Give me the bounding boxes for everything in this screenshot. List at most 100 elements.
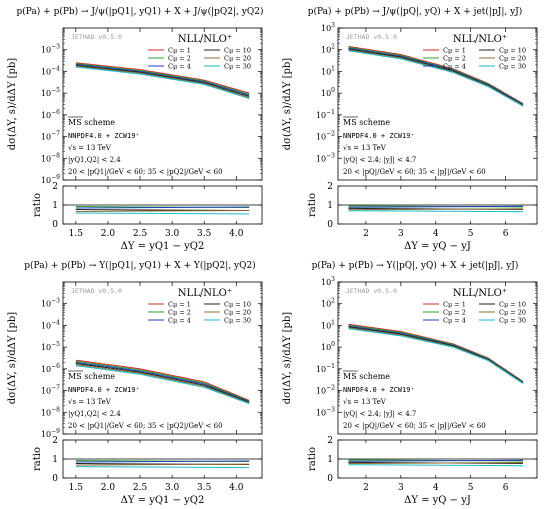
- legend-label-cmu-20: Cμ = 20: [224, 309, 251, 317]
- y-tick-label: 10−8: [41, 406, 60, 417]
- y-axis-label: dσ(ΔY, s)/dΔY [pb]: [282, 312, 293, 405]
- series-line-cmu-2: [75, 360, 250, 402]
- y-axis-label: dσ(ΔY, s)/dΔY [pb]: [7, 58, 18, 151]
- ratio-axis-label: ratio: [32, 193, 43, 217]
- legend-label-cmu-1: Cμ = 1: [168, 301, 191, 309]
- ratio-y-tick-label: 1: [327, 455, 333, 465]
- legend-label-cmu-30: Cμ = 30: [499, 317, 526, 325]
- series-line-cmu-10: [75, 362, 250, 403]
- x-tick-label: 6: [503, 483, 509, 493]
- series-line-cmu-1: [75, 359, 250, 401]
- x-tick-label: 3.5: [197, 483, 212, 493]
- rapidity-cuts: |yQ1,Q2| < 2.4: [68, 410, 121, 418]
- rapidity-cuts: |yQ| < 2.4; |yJ| < 4.7: [343, 410, 416, 418]
- y-axis-label: dσ(ΔY, s)/dΔY [pb]: [282, 58, 293, 151]
- legend-label-cmu-4: Cμ = 4: [443, 317, 466, 325]
- x-tick-label: 2: [363, 229, 369, 239]
- pt-cuts: 20 < |pQ1|/GeV < 60; 35 < |pQ2|/GeV < 60: [68, 168, 223, 176]
- main-plot-frame: [337, 27, 538, 181]
- y-tick-label: 10−9: [41, 174, 60, 185]
- y-tick-label: 102: [321, 44, 335, 55]
- x-tick-label: 2.0: [101, 229, 116, 239]
- ratio-line-cmu-30: [348, 210, 524, 213]
- chart-panel-3: p(Pa) + p(Pb) → Υ(|pQ1|, yQ1) + X + Υ(|p…: [7, 260, 263, 506]
- ratio-line-cmu-20: [348, 462, 524, 465]
- series-line-cmu-30: [348, 50, 524, 107]
- x-tick-label: 4.0: [229, 483, 244, 493]
- y-tick-label: 10−9: [41, 428, 60, 439]
- series-line-cmu-2: [348, 46, 524, 105]
- y-tick-label: 102: [321, 298, 335, 309]
- legend-label-cmu-30: Cμ = 30: [224, 317, 251, 325]
- series-line-cmu-20: [75, 65, 250, 98]
- ratio-y-tick-label: 1: [52, 455, 58, 465]
- x-tick-label: 3.0: [165, 229, 180, 239]
- y-tick-label: 10−2: [316, 385, 335, 396]
- legend-label-cmu-30: Cμ = 30: [499, 63, 526, 71]
- series-line-cmu-30: [348, 328, 524, 385]
- x-tick-label: 3: [398, 483, 404, 493]
- chart-panel-4: p(Pa) + p(Pb) → Υ(|pQ|, yQ) + X + jet(|p…: [282, 260, 538, 506]
- pdf-label: NNPDF4.0 + ZCW19⁺: [343, 132, 415, 140]
- y-tick-label: 10−5: [41, 87, 60, 98]
- pt-cuts: 20 < |pQ|/GeV < 60; 35 < |pJ|/GeV < 60: [343, 168, 486, 176]
- legend-title: NLL/NLO⁺: [453, 288, 507, 299]
- pt-cuts: 20 < |pQ|/GeV < 60; 35 < |pJ|/GeV < 60: [343, 422, 486, 430]
- ratio-line-cmu-4: [348, 205, 524, 208]
- ratio-axis-label: ratio: [307, 193, 318, 217]
- rapidity-cuts: |yQ1,Q2| < 2.4: [68, 156, 121, 164]
- rapidity-cuts: |yQ| < 2.4; |yJ| < 4.7: [343, 156, 416, 164]
- legend-label-cmu-10: Cμ = 10: [224, 47, 251, 55]
- y-tick-label: 10−6: [41, 363, 60, 374]
- y-tick-label: 100: [321, 341, 335, 352]
- series-line-cmu-1: [348, 46, 524, 105]
- legend-label-cmu-10: Cμ = 10: [499, 301, 526, 309]
- x-tick-label: 1.5: [69, 483, 84, 493]
- legend-label-cmu-20: Cμ = 20: [499, 309, 526, 317]
- y-tick-label: 10−3: [41, 298, 60, 309]
- x-tick-label: 4: [433, 483, 439, 493]
- y-tick-label: 101: [321, 65, 335, 76]
- ratio-y-tick-label: 2: [52, 436, 58, 446]
- main-plot-frame: [337, 281, 538, 435]
- ratio-line-cmu-30: [75, 212, 250, 215]
- ratio-line-cmu-20: [75, 209, 250, 212]
- x-tick-label: 2.0: [101, 483, 116, 493]
- ratio-y-tick-label: 0: [52, 474, 58, 484]
- series-line-cmu-4: [348, 47, 524, 106]
- x-axis-label: ΔY = yQ1 − yQ2: [121, 495, 205, 506]
- y-tick-label: 10−8: [41, 152, 60, 163]
- ratio-line-cmu-30: [348, 464, 524, 467]
- chart-panel-1: p(Pa) + p(Pb) → J/ψ(|pQ1|, yQ1) + X + J/…: [7, 6, 263, 252]
- y-tick-label: 10−2: [316, 131, 335, 142]
- energy-label: √s = 13 TeV: [343, 398, 387, 406]
- y-tick-label: 10−3: [316, 406, 335, 417]
- y-tick-label: 100: [321, 87, 335, 98]
- ratio-line-cmu-30: [75, 466, 250, 469]
- y-tick-label: 103: [321, 22, 335, 33]
- version-label: JETHAD v0.5.0: [346, 287, 397, 295]
- ratio-line-cmu-20: [348, 208, 524, 211]
- ratio-line-cmu-4: [348, 459, 524, 462]
- y-axis-label: dσ(ΔY, s)/dΔY [pb]: [7, 312, 18, 405]
- y-tick-label: 10−6: [41, 109, 60, 120]
- series-line-cmu-1: [75, 62, 250, 94]
- version-label: JETHAD v0.5.0: [71, 287, 122, 295]
- x-tick-label: 2: [363, 483, 369, 493]
- ratio-line-cmu-4: [75, 460, 250, 463]
- series-line-cmu-2: [75, 63, 250, 95]
- series-line-cmu-20: [348, 49, 524, 107]
- scheme-label: MS scheme: [343, 118, 390, 127]
- energy-label: √s = 13 TeV: [343, 144, 387, 152]
- ratio-y-tick-label: 1: [327, 201, 333, 211]
- ratio-axis-label: ratio: [32, 447, 43, 471]
- legend-label-cmu-1: Cμ = 1: [443, 47, 466, 55]
- pdf-label: NNPDF4.0 + ZCW19⁺: [343, 386, 415, 394]
- version-label: JETHAD v0.5.0: [71, 33, 122, 41]
- legend-label-cmu-4: Cμ = 4: [443, 63, 466, 71]
- y-tick-label: 103: [321, 276, 335, 287]
- chart-title: p(Pa) + p(Pb) → Υ(|pQ|, yQ) + X + jet(|p…: [312, 260, 519, 271]
- scheme-label: MS scheme: [68, 372, 115, 381]
- legend-label-cmu-4: Cμ = 4: [168, 63, 191, 71]
